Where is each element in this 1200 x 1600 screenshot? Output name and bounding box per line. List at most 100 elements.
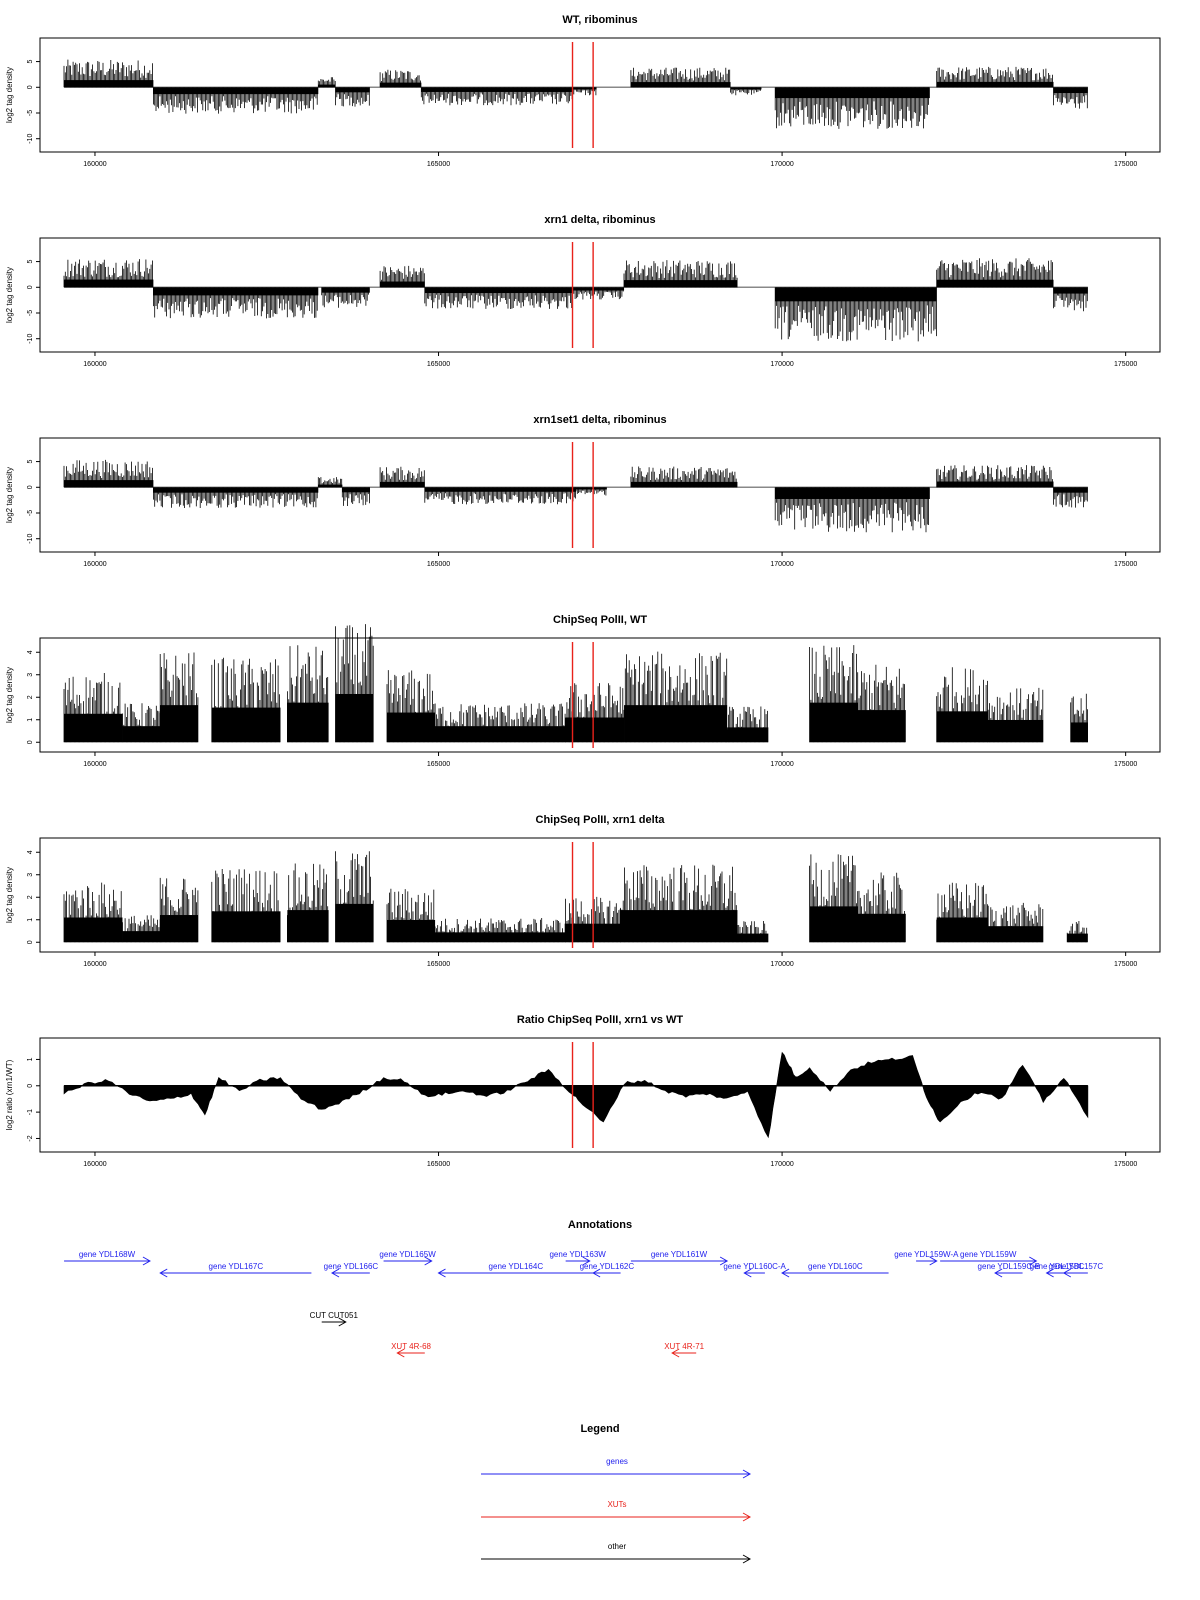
feature-gene: gene YDL166C xyxy=(324,1262,378,1278)
feature-label: gene YDL157C xyxy=(1049,1262,1104,1271)
segment-core xyxy=(775,487,930,499)
legend-arrow-head xyxy=(742,1469,752,1479)
data-segment xyxy=(153,87,319,114)
segment-bars xyxy=(379,265,425,288)
y-tick-label: 1 xyxy=(27,918,34,922)
data-segment xyxy=(63,459,154,488)
panel-5: ChipSeq PolII, xrn1 delta 160000 165000 170… xyxy=(5,814,1161,968)
feature-arrow-head xyxy=(1045,1268,1054,1278)
segment-bars xyxy=(623,260,738,288)
y-tick-label: 5 xyxy=(27,460,34,464)
feature-label: gene YDL164C xyxy=(489,1262,544,1271)
y-tick-label: -5 xyxy=(27,510,34,516)
segment-bars xyxy=(1053,487,1088,508)
x-tick-label: 175000 xyxy=(1114,1161,1137,1168)
panel-1: WT, ribominus 160000 165000 170000 175000 -10… xyxy=(5,14,1161,168)
feature-gene: gene YDL159W-A xyxy=(894,1250,959,1266)
x-tick-label: 175000 xyxy=(1114,161,1137,168)
segment-bars xyxy=(317,77,336,88)
feature-gene: gene YDL160C-A xyxy=(723,1262,787,1278)
x-tick-label: 165000 xyxy=(427,161,450,168)
segment-bars xyxy=(379,466,425,488)
data-segment xyxy=(936,667,989,743)
segment-core xyxy=(565,717,625,743)
segment-bars xyxy=(623,651,728,743)
segment-bars xyxy=(774,487,929,533)
y-axis-label: log2 tag density xyxy=(5,667,14,723)
feature-xut: XUT 4R-71 xyxy=(664,1342,705,1358)
feature-gene: gene YDL159C-B xyxy=(978,1262,1040,1278)
y-tick-label: 0 xyxy=(27,940,34,944)
feature-arrow-head xyxy=(781,1268,790,1278)
y-tick-label: 2 xyxy=(27,695,34,699)
segment-bars xyxy=(341,487,370,506)
feature-arrow-head xyxy=(592,1268,601,1278)
plot-frame xyxy=(39,637,1161,753)
feature-other: CUT CUT051 xyxy=(310,1311,358,1327)
segment-bars xyxy=(726,706,768,743)
segment-bars xyxy=(936,258,1053,288)
data-segment xyxy=(572,287,625,300)
x-tick-label: 160000 xyxy=(83,561,106,568)
feature-arrow-head xyxy=(396,1348,405,1358)
y-tick-label: -5 xyxy=(27,110,34,116)
segment-core xyxy=(64,279,154,288)
segment-bars xyxy=(434,918,566,943)
segment-core xyxy=(630,82,731,88)
panel-title: xrn1set1 delta, ribominus xyxy=(533,414,666,426)
segment-core xyxy=(775,87,930,99)
segment-core xyxy=(318,84,336,88)
feature-gene: gene YDL168W xyxy=(64,1250,151,1266)
data-segment xyxy=(1070,693,1088,743)
data-segment xyxy=(335,624,374,743)
feature-arrow-head xyxy=(743,1268,752,1278)
x-tick-label: 160000 xyxy=(83,161,106,168)
segment-bars xyxy=(857,872,905,943)
segment-core xyxy=(153,87,319,95)
legend-label: XUTs xyxy=(607,1500,626,1509)
data-segment xyxy=(122,915,161,943)
data-segment xyxy=(623,651,728,743)
feature-label: gene YDL160C-A xyxy=(723,1262,786,1271)
feature-arrow-head xyxy=(994,1268,1003,1278)
feature-gene: gene YDL157C xyxy=(1049,1262,1104,1278)
y-axis-label: log2 ratio (xrn1/WT) xyxy=(5,1059,14,1130)
data-segment xyxy=(1053,87,1088,109)
feature-arrow-head xyxy=(331,1268,340,1278)
data-segment xyxy=(620,864,738,943)
annotations-panel: Annotations gene YDL168W gene YDL167C gene … xyxy=(64,1219,1104,1358)
segment-bars xyxy=(630,67,731,88)
data-segment xyxy=(809,854,858,943)
data-segment xyxy=(153,287,319,319)
y-tick-label: -10 xyxy=(27,534,34,544)
plot-frame xyxy=(39,437,1161,553)
data-segment xyxy=(774,287,937,342)
feature-arrow-head xyxy=(338,1317,347,1327)
segment-core xyxy=(321,287,370,293)
x-tick-label: 165000 xyxy=(427,1161,450,1168)
data-segment xyxy=(987,902,1044,943)
data-segment xyxy=(420,87,573,106)
segment-bars xyxy=(565,896,621,943)
data-segment xyxy=(630,67,731,88)
y-tick-label: -1 xyxy=(27,1109,34,1115)
segment-bars xyxy=(936,66,1053,88)
data-segment xyxy=(434,703,566,743)
feature-label: gene YDL165W xyxy=(379,1250,436,1259)
feature-arrow-head xyxy=(582,1256,591,1266)
data-segment xyxy=(774,87,930,129)
segment-bars xyxy=(987,687,1044,743)
segment-bars xyxy=(211,657,280,743)
segment-bars xyxy=(424,487,576,505)
feature-arrow-head xyxy=(1029,1256,1038,1266)
feature-label: gene YDL163W xyxy=(549,1250,606,1259)
y-tick-label: 1 xyxy=(27,718,34,722)
segment-bars xyxy=(809,645,857,743)
feature-label: gene YDL158C xyxy=(1030,1262,1085,1271)
feature-label: gene YDL159W xyxy=(960,1250,1017,1259)
segment-bars xyxy=(63,259,153,288)
segment-bars xyxy=(936,465,1053,488)
feature-gene: gene YDL161W xyxy=(630,1250,729,1266)
feature-label: gene YDL161W xyxy=(651,1250,708,1259)
